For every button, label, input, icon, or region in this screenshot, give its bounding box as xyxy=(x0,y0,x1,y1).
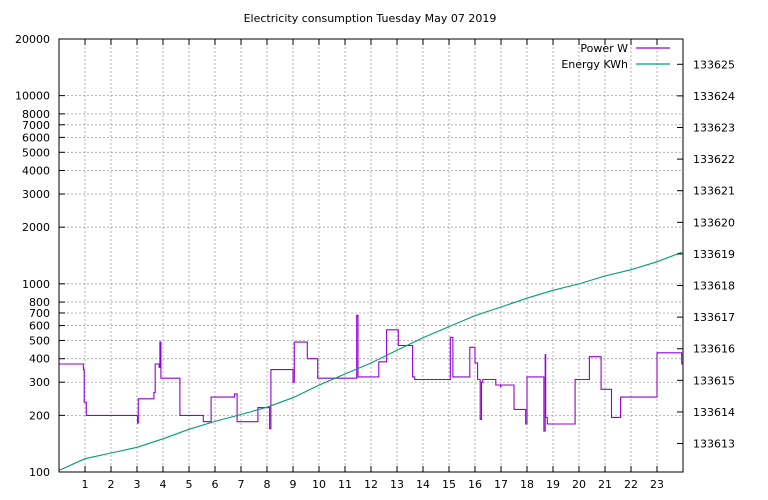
y-right-tick-label: 133617 xyxy=(693,311,735,324)
y-left-tick-label: 200 xyxy=(29,409,50,422)
y-left-tick-label: 10000 xyxy=(15,90,50,103)
x-tick-label: 17 xyxy=(494,478,508,491)
x-tick-label: 13 xyxy=(390,478,404,491)
y-left-tick-label: 20000 xyxy=(15,33,50,46)
y-right-tick-label: 133613 xyxy=(693,438,735,451)
x-tick-label: 11 xyxy=(338,478,352,491)
y-right-tick-label: 133621 xyxy=(693,185,735,198)
axes-ticks xyxy=(59,38,683,473)
series-line-power xyxy=(59,314,683,432)
y-left-tick-label: 100 xyxy=(29,466,50,479)
series-layer xyxy=(58,251,683,471)
y-left-tick-label: 400 xyxy=(29,353,50,366)
x-tick-label: 16 xyxy=(468,478,482,491)
y-left-tick-label: 600 xyxy=(29,320,50,333)
x-tick-label: 18 xyxy=(520,478,534,491)
x-tick-label: 1 xyxy=(82,478,89,491)
y-right-tick-label: 133615 xyxy=(693,374,735,387)
y-left-tick-label: 500 xyxy=(29,334,50,347)
y-left-tick-label: 5000 xyxy=(22,146,50,159)
y-right-tick-label: 133620 xyxy=(693,216,735,229)
x-tick-label: 23 xyxy=(650,478,664,491)
y-right-tick-label: 133618 xyxy=(693,280,735,293)
y-right-tick-label: 133623 xyxy=(693,121,735,134)
x-tick-label: 3 xyxy=(134,478,141,491)
y-left-tick-label: 6000 xyxy=(22,131,50,144)
axes-labels: 1 2 3 4 5 6 7 8 9 10 11 12 13 14 15 16 17 18 19 20 21 22 23100… xyxy=(15,33,735,491)
y-left-tick-label: 2000 xyxy=(22,221,50,234)
y-left-tick-label: 3000 xyxy=(22,188,50,201)
y-right-tick-label: 133616 xyxy=(693,343,735,356)
x-tick-label: 6 xyxy=(212,478,219,491)
x-tick-label: 15 xyxy=(442,478,456,491)
x-tick-label: 8 xyxy=(264,478,271,491)
y-left-tick-label: 4000 xyxy=(22,165,50,178)
x-tick-label: 12 xyxy=(364,478,378,491)
y-right-tick-label: 133622 xyxy=(693,153,735,166)
x-tick-label: 4 xyxy=(160,478,167,491)
chart-title: Electricity consumption Tuesday May 07 2… xyxy=(244,12,497,25)
x-tick-label: 14 xyxy=(416,478,430,491)
y-right-tick-label: 133619 xyxy=(693,248,735,261)
y-left-tick-label: 700 xyxy=(29,307,50,320)
y-left-tick-label: 300 xyxy=(29,376,50,389)
x-tick-label: 2 xyxy=(108,478,115,491)
grid xyxy=(59,38,683,473)
y-left-tick-label: 1000 xyxy=(22,278,50,291)
y-left-tick-label: 8000 xyxy=(22,108,50,121)
y-left-tick-label: 7000 xyxy=(22,119,50,132)
y-left-tick-label: 800 xyxy=(29,296,50,309)
x-tick-label: 19 xyxy=(546,478,560,491)
y-right-tick-label: 133624 xyxy=(693,90,735,103)
legend-label: Energy KWh xyxy=(561,58,628,71)
x-tick-label: 7 xyxy=(238,478,245,491)
x-tick-label: 21 xyxy=(598,478,612,491)
y-right-tick-label: 133614 xyxy=(693,406,735,419)
x-tick-label: 5 xyxy=(186,478,193,491)
x-tick-label: 22 xyxy=(624,478,638,491)
x-tick-label: 10 xyxy=(312,478,326,491)
x-tick-label: 9 xyxy=(290,478,297,491)
legend: Power W Energy KWh xyxy=(561,42,670,71)
x-tick-label: 20 xyxy=(572,478,586,491)
series-line-energy xyxy=(58,251,682,471)
legend-label: Power W xyxy=(580,42,628,55)
y-right-tick-label: 133625 xyxy=(693,58,735,71)
